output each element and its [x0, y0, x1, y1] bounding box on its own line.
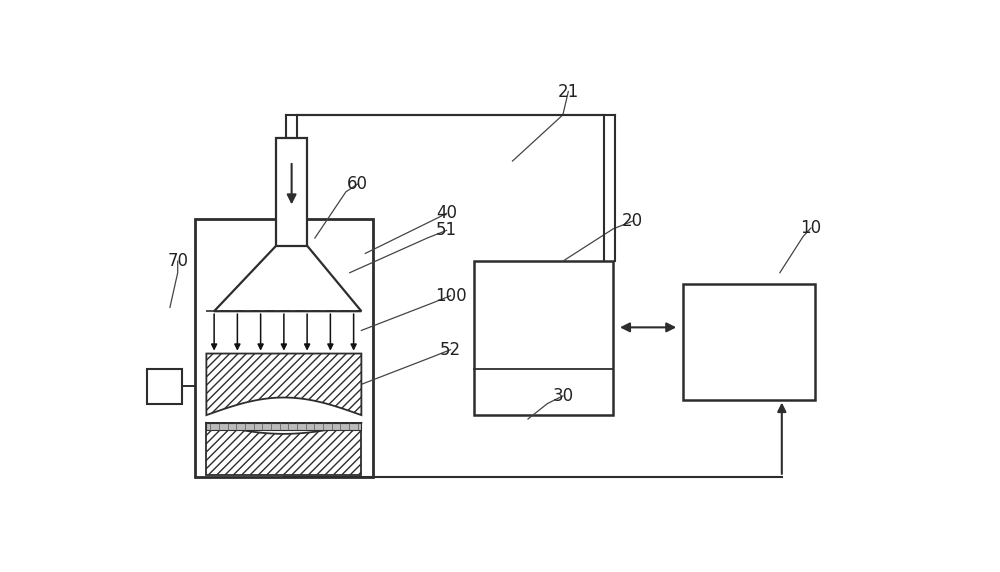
Bar [683, 284, 815, 400]
Bar [206, 423, 361, 430]
Text: 51: 51 [436, 221, 457, 239]
Text: 100: 100 [435, 287, 466, 305]
Bar [195, 219, 373, 476]
Bar [276, 138, 307, 246]
Text: 60: 60 [347, 175, 368, 193]
Text: 40: 40 [436, 204, 457, 223]
Polygon shape [206, 423, 361, 434]
Text: 30: 30 [552, 387, 573, 405]
Polygon shape [206, 353, 361, 415]
Bar [147, 369, 182, 404]
Polygon shape [214, 246, 361, 311]
Text: 70: 70 [167, 252, 188, 270]
Text: 10: 10 [800, 219, 821, 237]
Text: 52: 52 [440, 341, 461, 359]
Bar [206, 423, 361, 475]
Text: 20: 20 [622, 212, 643, 230]
Bar [474, 261, 613, 415]
Text: 21: 21 [558, 82, 579, 101]
